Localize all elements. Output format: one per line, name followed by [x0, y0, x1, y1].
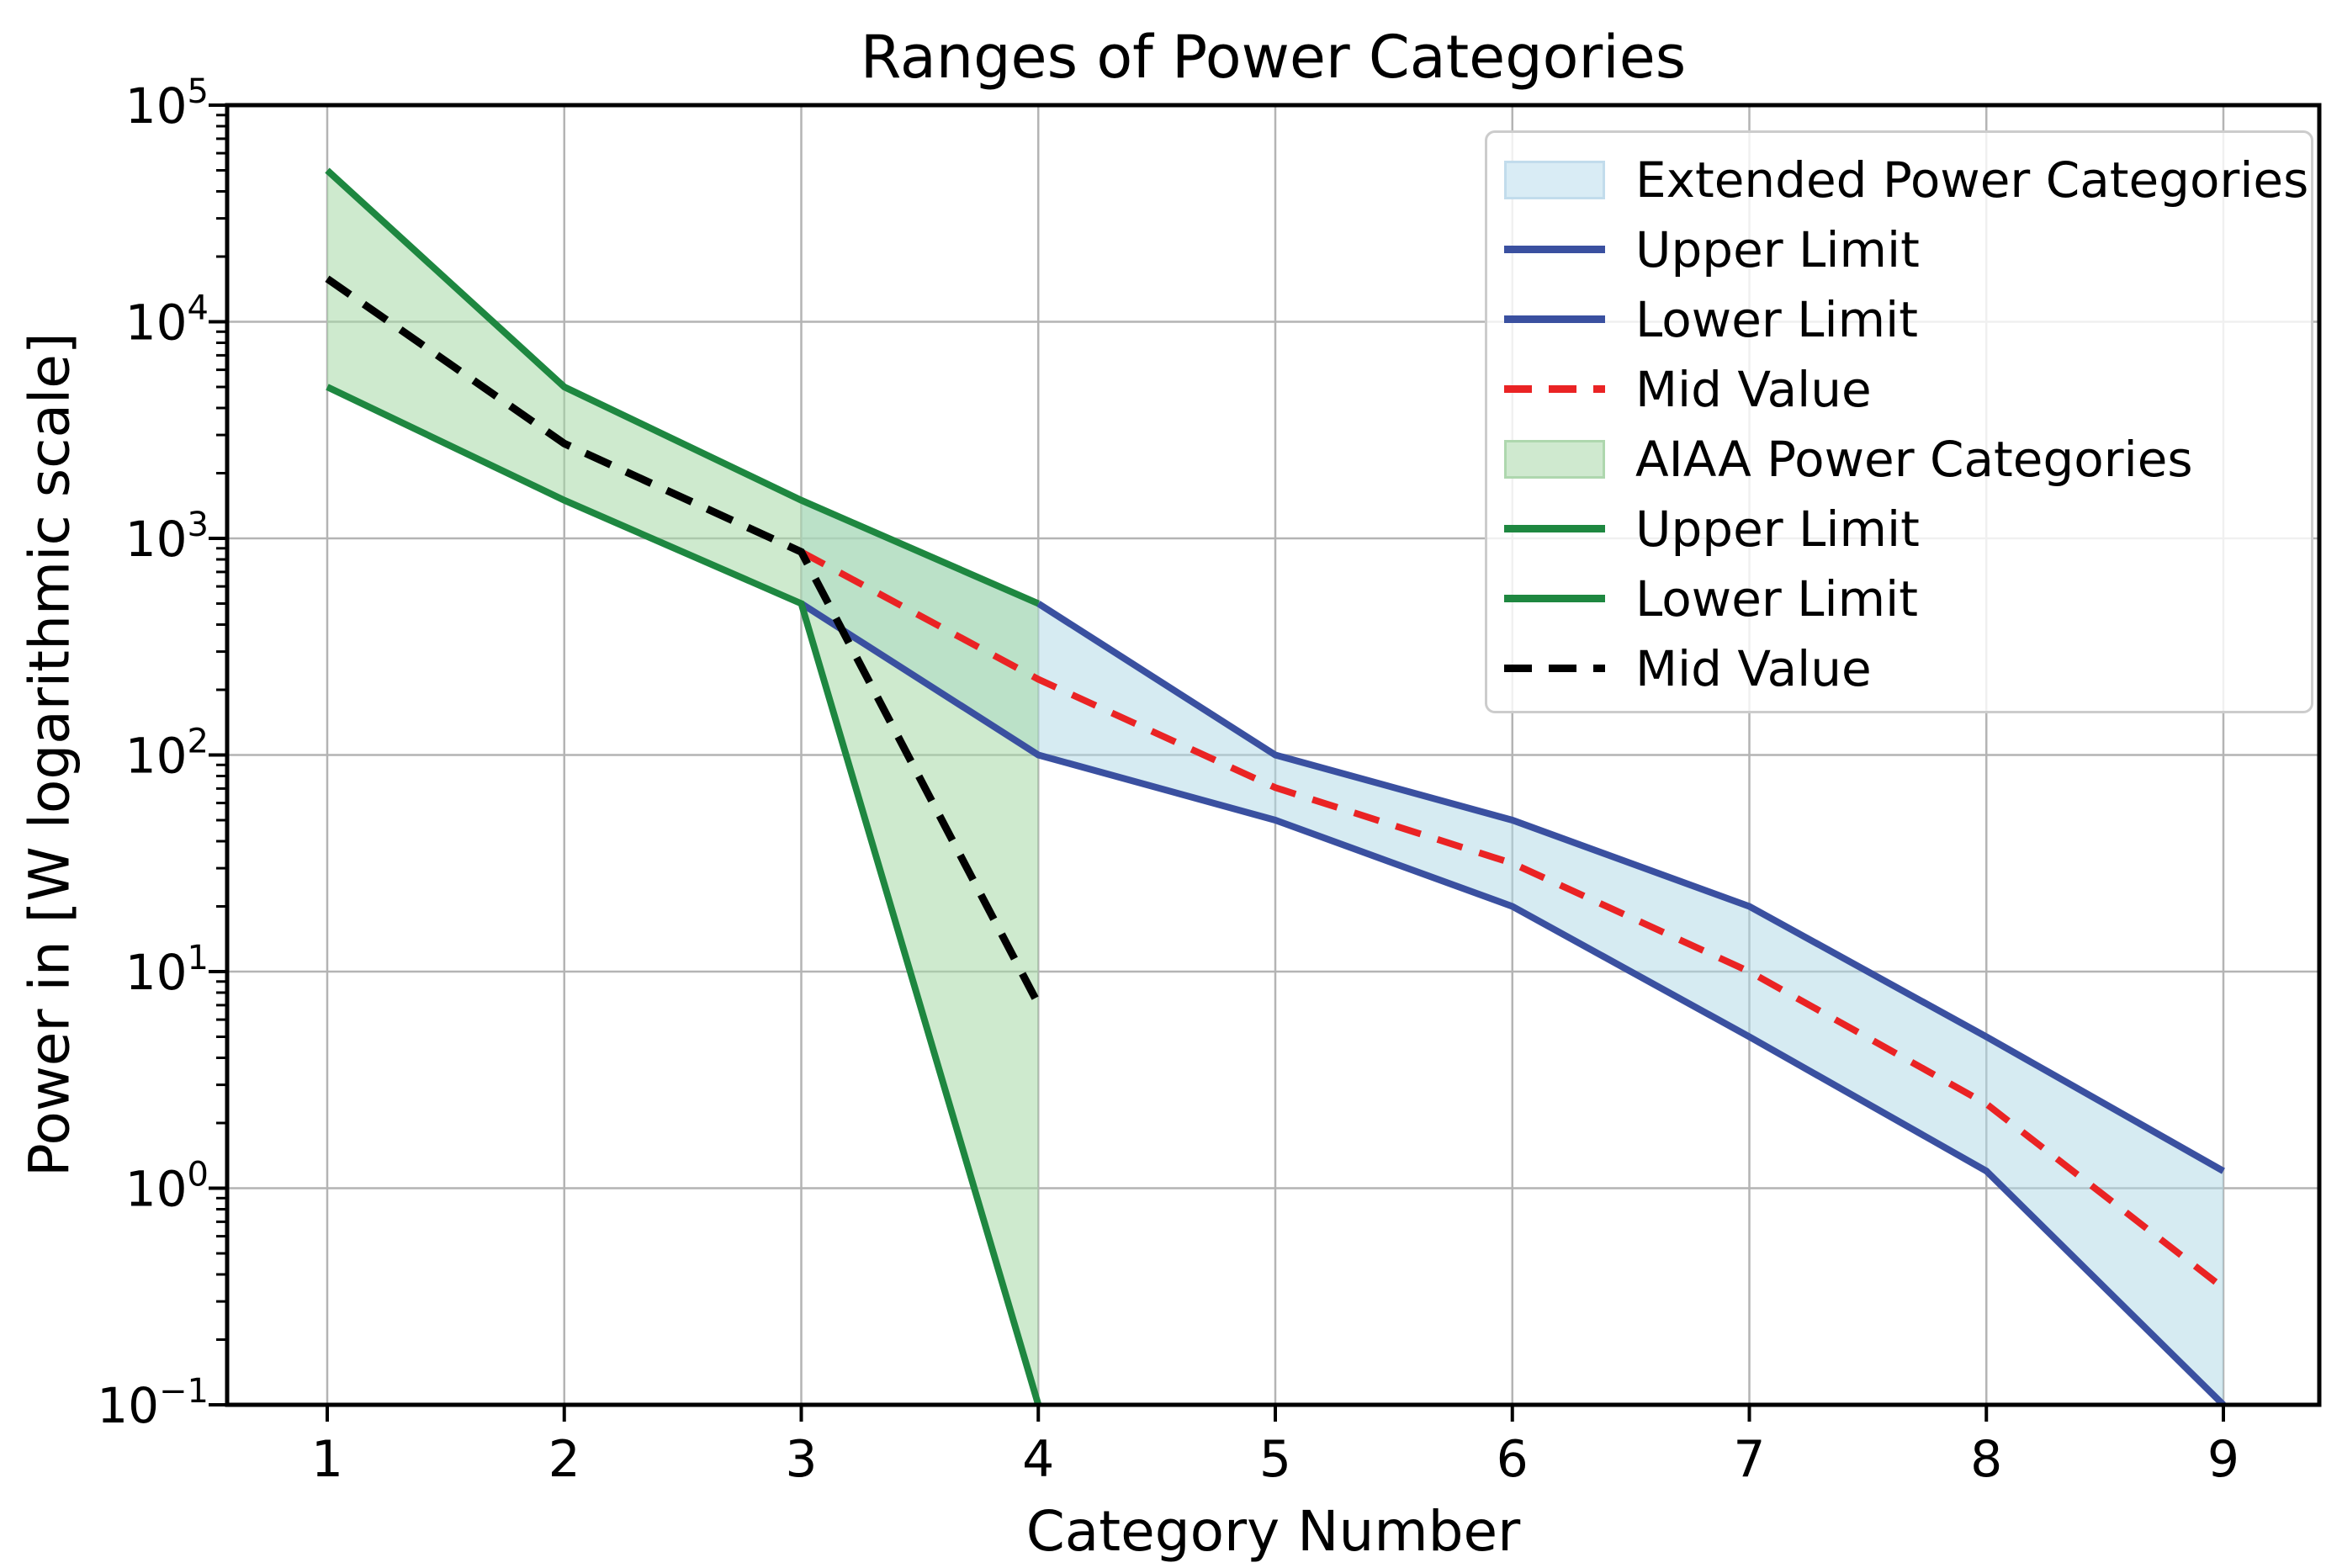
x-tick-label: 2 [548, 1430, 580, 1489]
aiaa-lower-limit-line [326, 384, 1042, 1406]
x-tick-label: 8 [1970, 1430, 2002, 1489]
extended-band-fill [801, 500, 2223, 1406]
legend-item: Mid Value [1504, 633, 2311, 703]
x-tick-label: 3 [785, 1430, 817, 1489]
legend-swatch-line-blue [1504, 315, 1605, 323]
y-tick-label: 104 [125, 289, 209, 352]
x-tick-label: 7 [1733, 1430, 1765, 1489]
legend: Extended Power Categories Upper Limit Lo… [1485, 130, 2313, 713]
x-tick-label: 4 [1022, 1430, 1054, 1489]
legend-item: Upper Limit [1504, 215, 2311, 284]
legend-item: Extended Power Categories [1504, 145, 2311, 215]
aiaa-mid-value-line [325, 275, 1042, 1006]
legend-item-label: Upper Limit [1635, 220, 1920, 278]
y-tick-label: 103 [125, 506, 209, 568]
chart-title: Ranges of Power Categories [860, 23, 1687, 92]
legend-swatch-line-green [1504, 595, 1605, 602]
y-tick-label: 10−1 [97, 1372, 209, 1434]
legend-swatch-line-green [1504, 525, 1605, 532]
legend-swatch-line-blue [1504, 246, 1605, 253]
extended-lower-limit-line [799, 601, 2226, 1407]
y-axis-label: Power in [W logarithmic scale] [17, 332, 82, 1178]
aiaa-upper-limit-line [325, 167, 1040, 607]
legend-item-label: Upper Limit [1635, 500, 1920, 558]
legend-item-label: Mid Value [1635, 639, 1872, 697]
y-tick-label: 100 [125, 1156, 209, 1218]
legend-item: AIAA Power Categories [1504, 424, 2311, 494]
extended-upper-limit-line [1036, 601, 2225, 1174]
legend-item-label: Mid Value [1635, 360, 1872, 418]
x-tick-label: 9 [2207, 1430, 2239, 1489]
legend-item: Mid Value [1504, 354, 2311, 424]
legend-item: Lower Limit [1504, 284, 2311, 354]
legend-item-label: AIAA Power Categories [1635, 430, 2193, 488]
x-tick-label: 5 [1259, 1430, 1291, 1489]
x-tick-label: 6 [1497, 1430, 1529, 1489]
legend-item: Upper Limit [1504, 494, 2311, 564]
y-tick-label: 101 [125, 939, 209, 1001]
x-tick-label: 1 [311, 1430, 343, 1489]
legend-swatch-fill-blue [1504, 160, 1605, 199]
y-tick-label: 105 [125, 72, 209, 135]
legend-item-label: Extended Power Categories [1635, 151, 2309, 209]
legend-swatch-fill-green [1504, 439, 1605, 479]
extended-mid-value-line [799, 548, 2226, 1291]
legend-item: Lower Limit [1504, 564, 2311, 633]
y-tick-label: 102 [125, 723, 209, 785]
legend-swatch-dash-red [1504, 385, 1605, 393]
aiaa-band-fill [327, 170, 1039, 1405]
legend-item-label: Lower Limit [1635, 290, 1918, 348]
legend-swatch-dash-black [1504, 665, 1605, 672]
legend-item-label: Lower Limit [1635, 569, 1918, 628]
x-axis-label: Category Number [1025, 1499, 1521, 1564]
